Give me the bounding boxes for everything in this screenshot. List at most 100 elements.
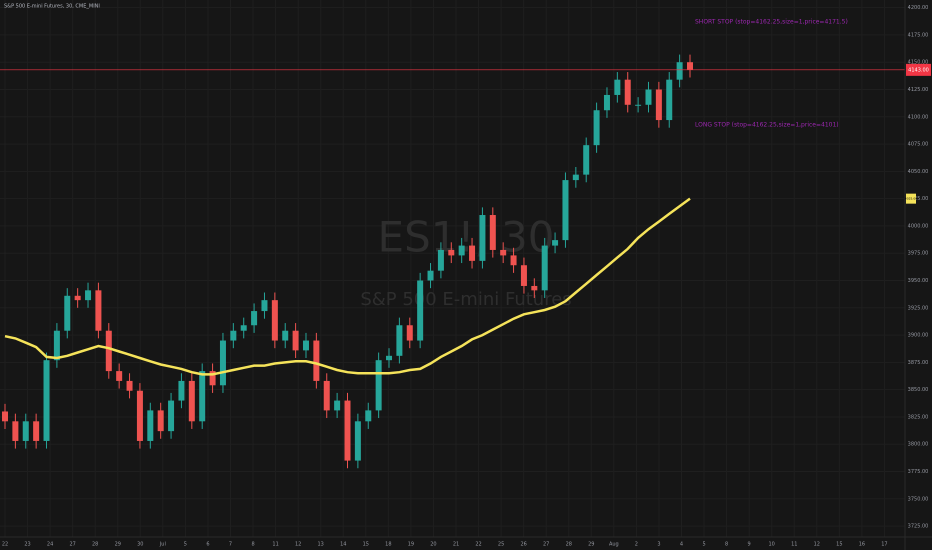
x-tick-label: 12 xyxy=(295,542,301,548)
ma-badge xyxy=(906,193,916,204)
x-tick-label: 17 xyxy=(881,542,887,548)
y-tick-label: 3825.00 xyxy=(908,414,929,420)
y-tick-label: 3925.00 xyxy=(908,305,929,311)
candle-body xyxy=(323,380,330,411)
candle-body xyxy=(12,421,19,441)
x-tick-label: 15 xyxy=(836,542,842,548)
watermark-subtitle: S&P 500 E-mini Futures xyxy=(360,289,571,310)
candle-body xyxy=(95,290,102,331)
candle-body xyxy=(593,110,600,146)
candle-body xyxy=(271,300,278,341)
candle-body xyxy=(33,421,40,441)
candle-body xyxy=(531,285,538,291)
x-tick-label: 29 xyxy=(588,542,594,548)
x-tick-label: 19 xyxy=(408,542,414,548)
candle-body xyxy=(168,400,175,432)
candle-body xyxy=(126,380,133,391)
candle-body xyxy=(406,325,413,341)
candle-body xyxy=(240,325,247,331)
y-tick-label: 4050.00 xyxy=(908,169,929,175)
candle-body xyxy=(655,89,662,121)
candle-body xyxy=(469,245,476,261)
candle-body xyxy=(562,180,569,241)
candle-body xyxy=(552,240,559,246)
candle-body xyxy=(178,380,185,401)
x-tick-label: 5 xyxy=(702,542,705,548)
candle-body xyxy=(500,249,507,256)
candle-body xyxy=(136,390,143,441)
candle-body xyxy=(64,295,71,331)
ma-label: 4025.00 xyxy=(905,197,917,201)
y-tick-label: 4150.00 xyxy=(908,60,929,66)
strategy-annotation: LONG STOP (stop=4162.25,size=1,price=410… xyxy=(695,122,839,129)
candle-body xyxy=(292,330,299,351)
y-tick-label: 4100.00 xyxy=(908,114,929,120)
x-tick-label: 13 xyxy=(318,542,324,548)
x-tick-label: 10 xyxy=(769,542,775,548)
candle-body xyxy=(375,360,382,411)
candle-body xyxy=(334,400,341,411)
candle-body xyxy=(43,360,50,441)
candle-body xyxy=(458,245,465,256)
x-tick-label: 8 xyxy=(725,542,728,548)
x-tick-label: 27 xyxy=(543,542,549,548)
candle-body xyxy=(282,330,289,341)
x-tick-label: 16 xyxy=(859,542,865,548)
x-tick-label: 30 xyxy=(137,542,143,548)
x-tick-label: 29 xyxy=(115,542,121,548)
x-tick-label: 5 xyxy=(184,542,187,548)
candle-body xyxy=(188,380,195,422)
candle-body xyxy=(489,215,496,250)
candle-body xyxy=(261,300,268,312)
y-tick-label: 3900.00 xyxy=(908,333,929,339)
strategy-annotation: SHORT STOP (stop=4162.25,size=1,price=41… xyxy=(695,19,848,26)
last-price-badge xyxy=(906,63,931,76)
x-tick-label: 15 xyxy=(363,542,369,548)
moving-average-line xyxy=(4,197,691,376)
candle-body xyxy=(116,371,123,381)
y-tick-label: 3750.00 xyxy=(908,496,929,502)
candle-body xyxy=(479,215,486,261)
y-tick-label: 3875.00 xyxy=(908,360,929,366)
x-tick-label: 28 xyxy=(566,542,572,548)
y-tick-label: 4075.00 xyxy=(908,142,929,148)
plot xyxy=(0,54,905,469)
y-tick-label: 3725.00 xyxy=(908,524,929,530)
y-tick-label: 3800.00 xyxy=(908,442,929,448)
candle-body xyxy=(302,340,309,351)
last-price-label: 4143.00 xyxy=(908,67,929,73)
candle-body xyxy=(437,249,444,271)
x-tick-label: 11 xyxy=(791,542,797,548)
candle-body xyxy=(105,330,112,372)
x-tick-label: 12 xyxy=(814,542,820,548)
x-tick-label: Aug xyxy=(609,542,619,548)
candle-body xyxy=(209,371,216,386)
y-tick-label: 4200.00 xyxy=(908,5,929,11)
y-tick-label: 4125.00 xyxy=(908,87,929,93)
candle-body xyxy=(541,245,548,291)
x-tick-label: 8 xyxy=(251,542,254,548)
candle-body xyxy=(614,79,621,95)
candle-body xyxy=(427,270,434,281)
x-tick-label: 7 xyxy=(229,542,232,548)
candle-body xyxy=(230,330,237,341)
x-tick-label: Jul xyxy=(159,542,166,548)
candle-body xyxy=(510,255,517,266)
candle-body xyxy=(219,340,226,386)
x-tick-label: 27 xyxy=(69,542,75,548)
x-tick-label: 11 xyxy=(272,542,278,548)
x-tick-label: 22 xyxy=(2,542,8,548)
x-tick-label: 28 xyxy=(92,542,98,548)
candle-body xyxy=(520,265,527,286)
candle-body xyxy=(74,295,81,301)
x-tick-label: 26 xyxy=(520,542,526,548)
candle-body xyxy=(313,340,320,381)
candle-body xyxy=(2,411,8,422)
candle-body xyxy=(572,174,579,181)
x-tick-label: 23 xyxy=(24,542,30,548)
x-tick-label: 2 xyxy=(635,542,638,548)
y-tick-label: 4000.00 xyxy=(908,223,929,229)
x-tick-label: 21 xyxy=(453,542,459,548)
